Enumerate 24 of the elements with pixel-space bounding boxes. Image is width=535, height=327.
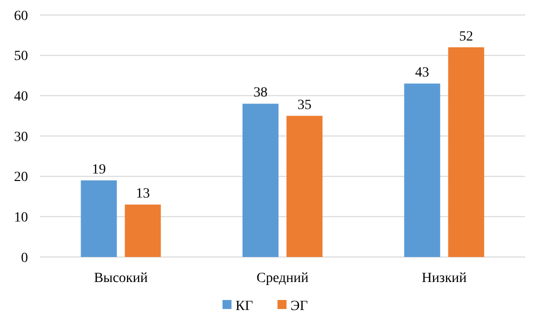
y-tick-label: 40	[14, 90, 28, 105]
bar	[80, 180, 117, 257]
bar	[448, 47, 484, 257]
data-label: 13	[136, 186, 150, 202]
data-label: 35	[298, 98, 312, 113]
y-tick-label: 60	[14, 8, 28, 24]
legend-label: КГ	[236, 298, 253, 314]
data-label: 38	[254, 86, 268, 101]
data-label: 19	[92, 162, 106, 178]
y-tick-label: 0	[21, 250, 28, 266]
bar	[286, 116, 322, 257]
y-tick-label: 30	[14, 130, 28, 145]
bar	[404, 84, 440, 257]
bar	[124, 204, 161, 257]
x-tick-label: Низкий	[422, 271, 468, 286]
data-label: 43	[415, 66, 430, 81]
legend-label: ЭГ	[290, 298, 308, 314]
y-tick-label: 50	[14, 49, 28, 64]
x-tick-label: Средний	[256, 271, 309, 286]
data-label: 52	[459, 29, 474, 44]
y-tick-label: 10	[14, 210, 28, 226]
y-tick-label: 20	[14, 170, 28, 186]
x-tick-label: Высокий	[94, 271, 148, 286]
bar	[242, 104, 278, 257]
